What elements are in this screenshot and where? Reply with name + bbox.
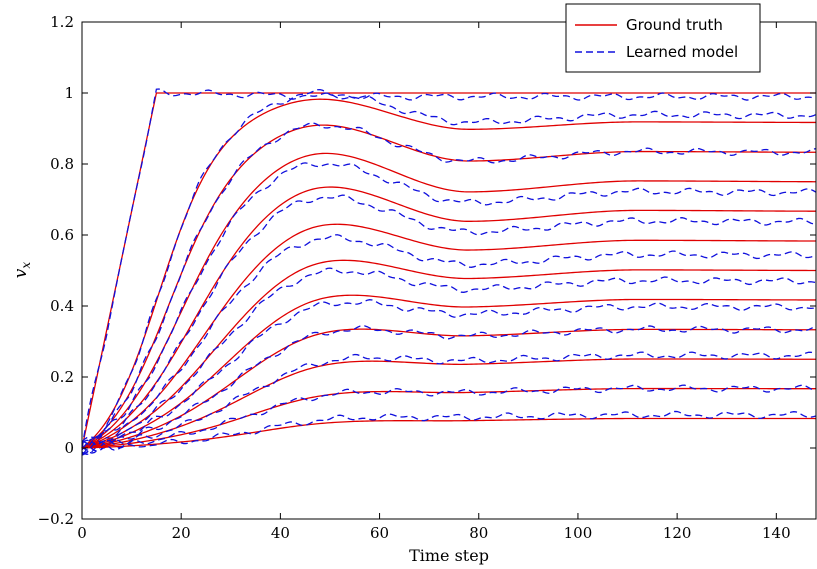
- ground-truth-line: [81, 294, 816, 449]
- x-tick-label: 120: [663, 524, 692, 542]
- axes-frame: [81, 21, 817, 520]
- legend-ground-truth-label: Ground truth: [626, 16, 723, 34]
- curves-layer: [81, 88, 817, 456]
- learned-model-line: [81, 234, 817, 456]
- learned-model-line: [81, 324, 817, 452]
- y-tick-label: 0.2: [50, 368, 74, 386]
- legend-box: [565, 3, 761, 73]
- x-axis-label: Time step: [409, 546, 489, 565]
- learned-model-line: [81, 162, 817, 451]
- ground-truth-line: [81, 358, 816, 449]
- learned-model-line: [81, 410, 817, 456]
- x-tick-label: 80: [469, 524, 488, 542]
- learned-model-line: [81, 194, 817, 455]
- y-tick-label: −0.2: [38, 510, 74, 528]
- legend: Ground truth Learned model: [565, 3, 761, 73]
- y-tick-label: 0.4: [50, 297, 74, 315]
- x-tick-label: 60: [370, 524, 389, 542]
- svg-text:vx: vx: [11, 262, 33, 279]
- x-tick-label: 40: [271, 524, 290, 542]
- x-tick-label: 140: [762, 524, 791, 542]
- learned-model-line: [81, 384, 817, 456]
- y-tick-label: 0.8: [50, 155, 74, 173]
- y-tick-label: 0.6: [50, 226, 74, 244]
- learned-model-line: [81, 122, 817, 446]
- learned-model-line: [81, 351, 817, 454]
- ground-truth-line: [81, 98, 817, 449]
- x-tick-label: 100: [564, 524, 593, 542]
- ground-truth-line: [81, 417, 817, 449]
- ground-truth-line: [81, 152, 817, 449]
- x-tick-label: 0: [77, 524, 87, 542]
- y-axis-label: vx: [11, 262, 33, 279]
- learned-model-line: [81, 267, 817, 451]
- y-axis-label-subscript: x: [19, 262, 33, 269]
- y-tick-label: 0: [64, 439, 74, 457]
- y-tick-label: 1: [64, 84, 74, 102]
- learned-model-line: [81, 299, 817, 450]
- learned-model-line: [81, 88, 817, 443]
- ground-truth-line: [81, 223, 816, 449]
- ticks-layer: 0 20 40 60 80 100 120 140−0.200.20.40.60.811.2: [38, 13, 816, 542]
- ground-truth-line: [81, 259, 816, 449]
- ground-truth-line: [81, 124, 816, 449]
- legend-learned-model-label: Learned model: [626, 43, 738, 61]
- learned-model-line: [81, 88, 817, 449]
- y-tick-label: 1.2: [50, 13, 74, 31]
- ground-truth-line: [81, 92, 816, 449]
- x-tick-label: 20: [172, 524, 191, 542]
- ground-truth-line: [81, 186, 816, 449]
- y-axis-label-main: v: [11, 268, 31, 278]
